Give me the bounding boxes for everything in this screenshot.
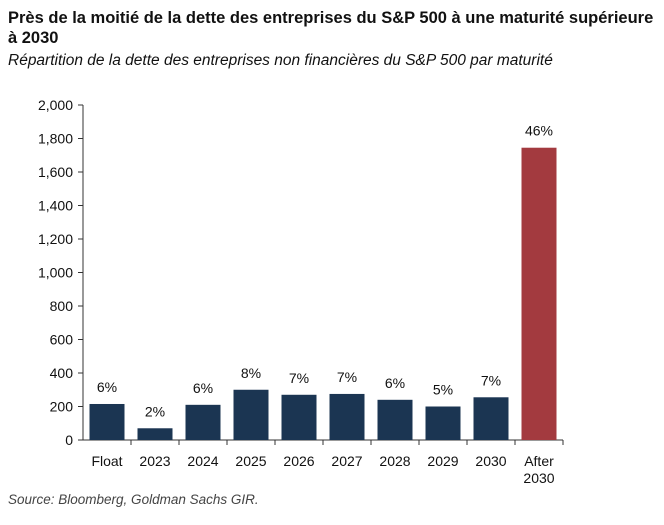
y-tick-label: 2,000 xyxy=(38,97,73,113)
data-label: 6% xyxy=(97,379,117,395)
data-label: 8% xyxy=(241,365,261,381)
x-tick-label: 2029 xyxy=(427,453,458,469)
bar-2030 xyxy=(473,397,509,440)
bar-2025 xyxy=(233,389,269,440)
data-label: 7% xyxy=(289,370,309,386)
y-tick-label: 1,000 xyxy=(38,265,73,281)
y-tick-label: 400 xyxy=(50,365,74,381)
data-label: 46% xyxy=(525,123,553,139)
y-tick-label: 0 xyxy=(65,432,73,448)
data-label: 6% xyxy=(193,380,213,396)
chart-title: Près de la moitié de la dette des entrep… xyxy=(8,9,654,47)
x-tick-label: 2023 xyxy=(139,453,170,469)
y-tick-label: 800 xyxy=(50,298,74,314)
x-tick-label: 2030 xyxy=(475,453,506,469)
bar-2029 xyxy=(425,406,461,440)
x-tick-label: After 2030 xyxy=(523,453,554,486)
bar-2024 xyxy=(185,404,221,440)
bar-after-2030 xyxy=(521,147,557,440)
data-label: 2% xyxy=(145,403,165,419)
x-tick-label: 2026 xyxy=(283,453,314,469)
bar-2026 xyxy=(281,394,317,440)
data-label: 7% xyxy=(337,369,357,385)
data-label: 6% xyxy=(385,375,405,391)
bar-2027 xyxy=(329,393,365,440)
y-tick-label: 1,600 xyxy=(38,164,73,180)
y-tick-label: 1,200 xyxy=(38,231,73,247)
x-tick-label: 2028 xyxy=(379,453,410,469)
data-label: 7% xyxy=(481,372,501,388)
y-tick-label: 200 xyxy=(50,399,74,415)
x-tick-label: 2024 xyxy=(187,453,218,469)
chart-subtitle: Répartition de la dette des entreprises … xyxy=(8,52,553,69)
y-tick-label: 1,800 xyxy=(38,131,73,147)
x-tick-label: Float xyxy=(91,453,122,469)
y-tick-label: 600 xyxy=(50,332,74,348)
y-tick-label: 1,400 xyxy=(38,198,73,214)
bar-2023 xyxy=(137,428,173,440)
bar-2028 xyxy=(377,399,413,440)
data-label: 5% xyxy=(433,382,453,398)
bar-float xyxy=(89,403,125,440)
x-tick-label: 2027 xyxy=(331,453,362,469)
source-note: Source: Bloomberg, Goldman Sachs GIR. xyxy=(8,492,259,507)
x-tick-label: 2025 xyxy=(235,453,266,469)
